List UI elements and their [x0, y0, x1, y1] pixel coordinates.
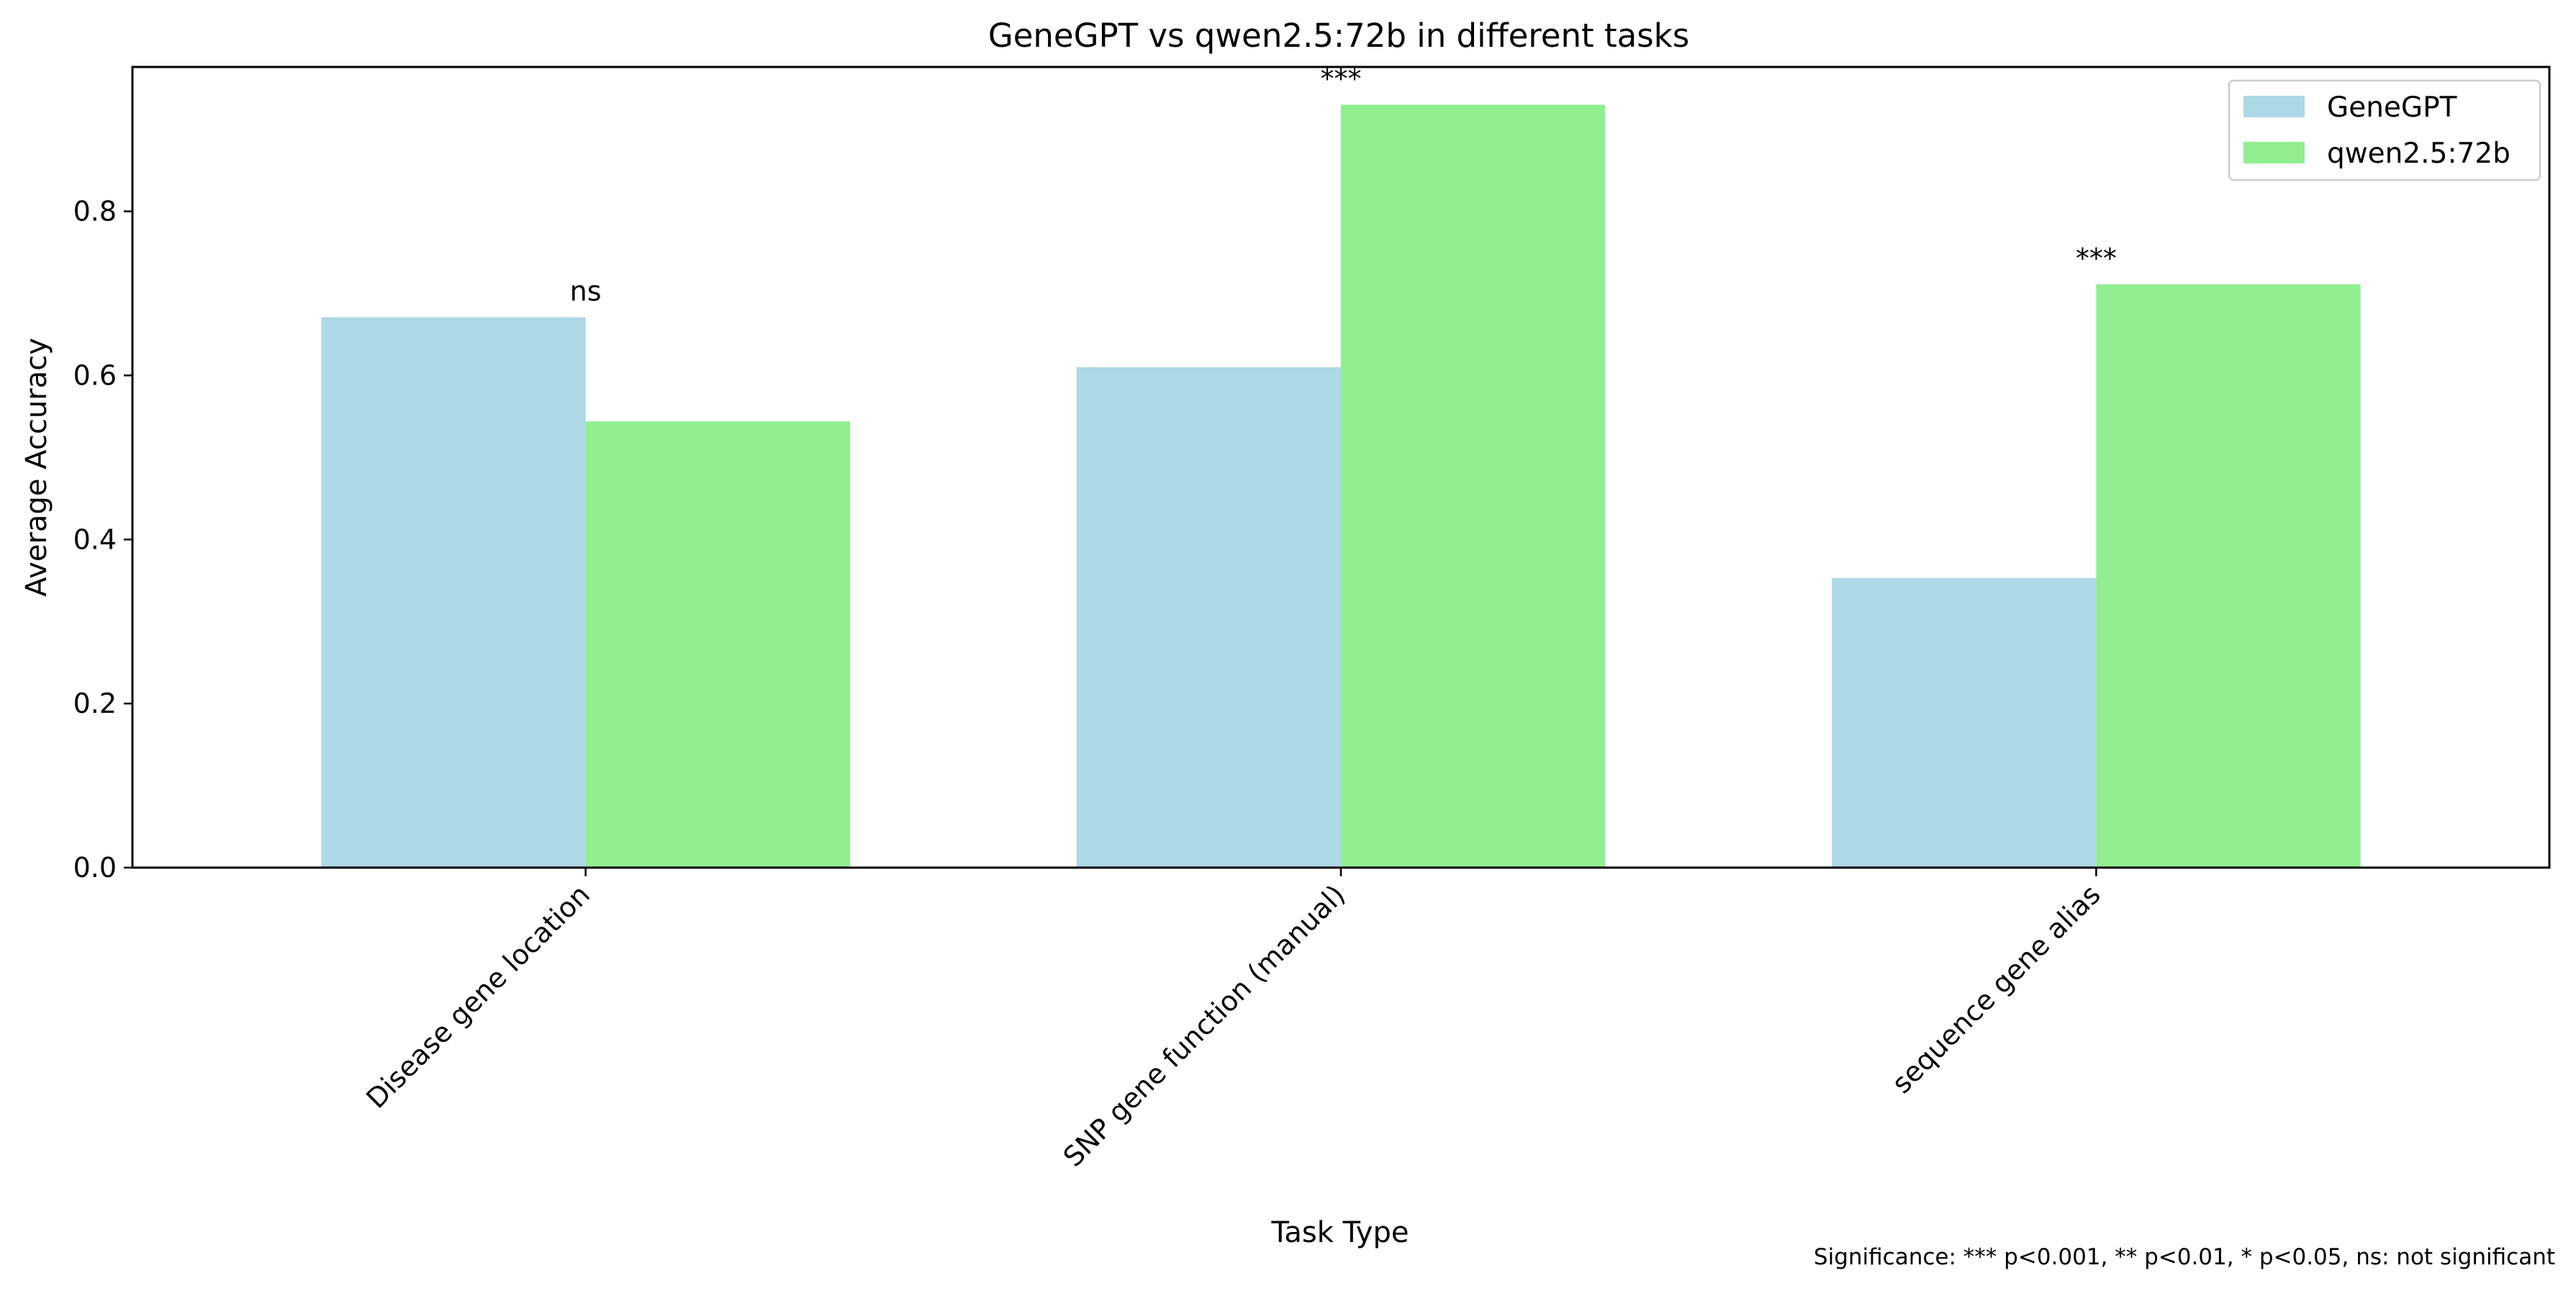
y-tick-label-2: 0.4: [73, 523, 117, 555]
legend-swatch-qwen: [2243, 142, 2305, 163]
bar-genegpt-0: [321, 317, 586, 868]
x-tick-label-0: Disease gene location: [360, 878, 596, 1115]
bar-genegpt-1: [1076, 367, 1341, 868]
bar-genegpt-2: [1832, 577, 2097, 868]
significance-layer: ns *** ***: [570, 63, 2117, 307]
y-axis-label: Average Accuracy: [20, 338, 53, 597]
legend-swatch-genegpt: [2243, 96, 2305, 117]
x-tick-label-1: SNP gene function (manual): [1057, 878, 1352, 1173]
bars-layer: [321, 104, 2361, 868]
bar-qwen-1: [1341, 104, 1606, 868]
bar-qwen-0: [585, 421, 850, 868]
significance-label-0: ns: [570, 276, 602, 307]
y-tick-label-3: 0.6: [73, 359, 117, 391]
significance-label-2: ***: [2076, 243, 2117, 274]
significance-label-1: ***: [1321, 63, 1362, 95]
y-tick-label-0: 0.0: [73, 852, 117, 883]
legend: GeneGPT qwen2.5:72b: [2228, 79, 2541, 181]
y-axis: 0.0 0.2 0.4 0.6 0.8: [73, 196, 132, 883]
legend-box: [2228, 79, 2541, 181]
chart-title: GeneGPT vs qwen2.5:72b in different task…: [988, 17, 1689, 55]
legend-label-genegpt: GeneGPT: [2327, 91, 2457, 124]
x-tick-label-2: sequence gene alias: [1886, 878, 2107, 1099]
significance-footnote: Significance: *** p<0.001, ** p<0.01, * …: [1814, 1244, 2555, 1270]
y-tick-label-4: 0.8: [73, 196, 117, 228]
y-tick-label-1: 0.2: [73, 688, 117, 719]
bar-qwen-2: [2096, 284, 2361, 868]
legend-label-qwen: qwen2.5:72b: [2327, 138, 2511, 170]
x-axis-label: Task Type: [1271, 1216, 1409, 1249]
x-axis: Disease gene location SNP gene function (…: [360, 868, 2107, 1173]
